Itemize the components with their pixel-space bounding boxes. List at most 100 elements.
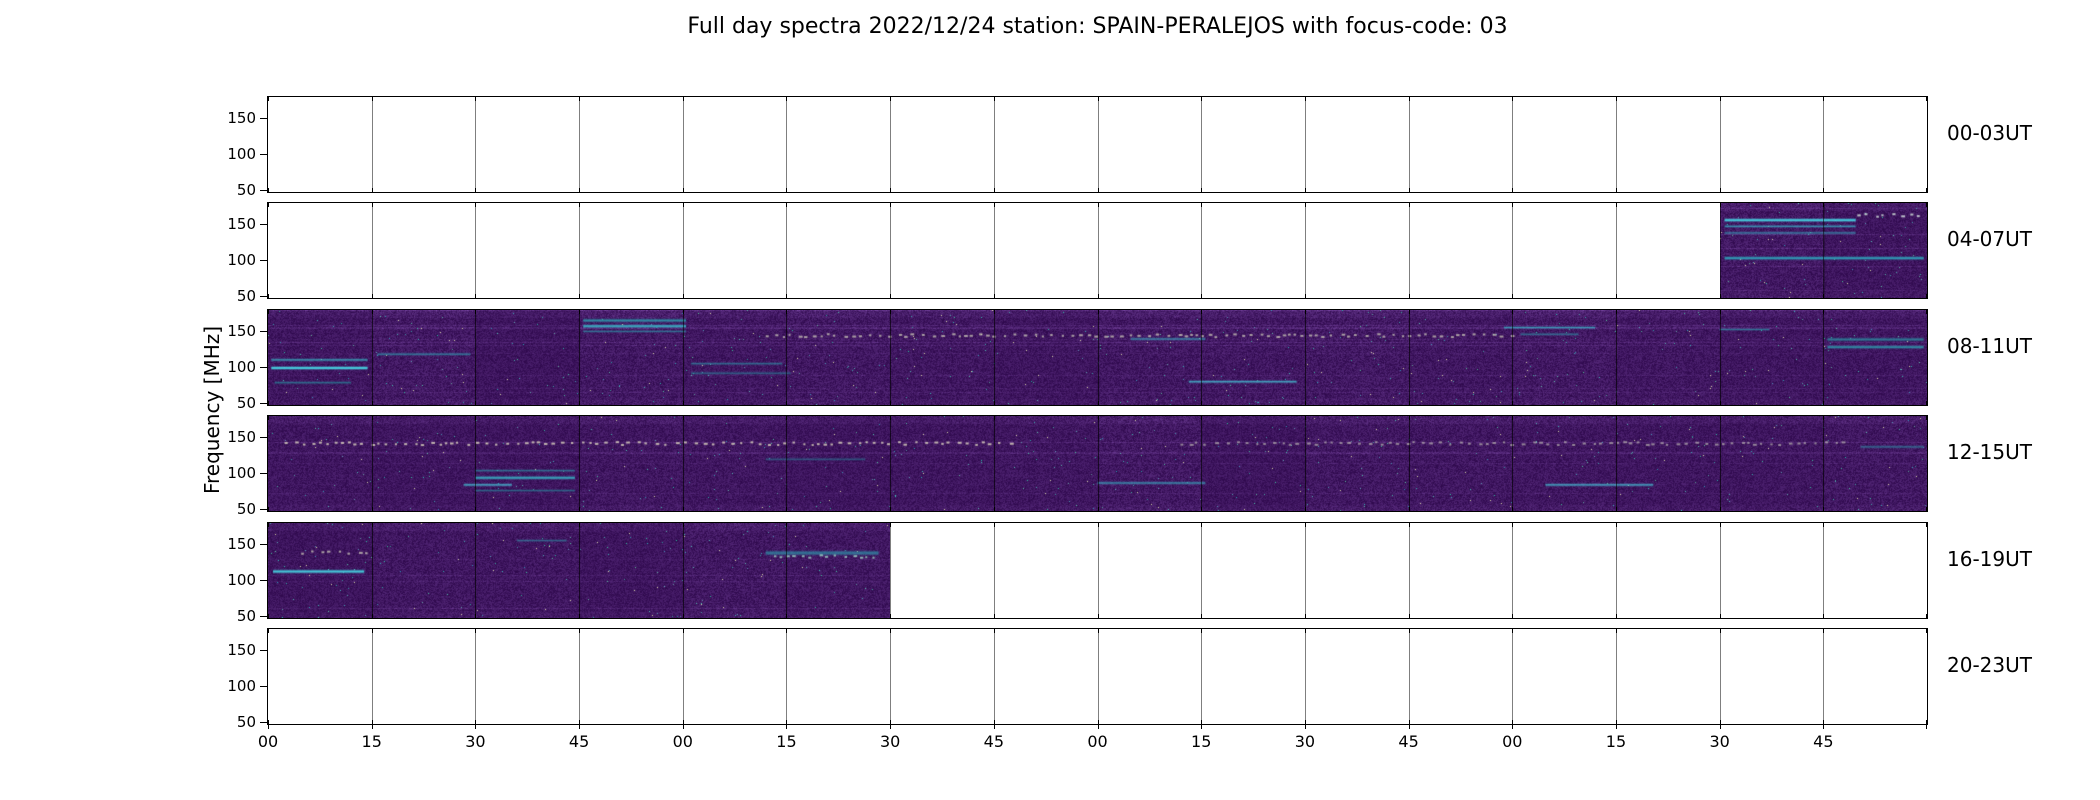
y-tick-mark: [260, 154, 267, 155]
axis-tick-top: [1719, 522, 1721, 527]
slot-gridline: [475, 629, 477, 724]
axis-tick-top: [1615, 309, 1617, 314]
row-label-08-11UT: 08-11UT: [1947, 333, 2032, 358]
axis-tick-bottom: [1097, 400, 1099, 405]
axis-tick-bottom: [890, 294, 892, 299]
y-tick-label: 100: [227, 251, 256, 270]
slot-gridline: [1512, 309, 1514, 405]
axis-tick-bottom: [1512, 720, 1514, 724]
axis-tick-top: [475, 203, 477, 208]
axis-tick-top: [1512, 416, 1514, 421]
axis-tick-bottom: [1719, 720, 1721, 724]
spectrogram-canvas: [268, 522, 890, 618]
axis-tick-top: [1097, 629, 1099, 633]
axis-tick-bottom: [1926, 294, 1927, 299]
x-tick-label: 30: [1294, 732, 1316, 751]
row-label-20-23UT: 20-23UT: [1947, 653, 2032, 677]
axis-tick-top: [993, 97, 995, 101]
slot-gridline: [1097, 416, 1099, 512]
axis-tick-bottom: [1823, 188, 1825, 192]
x-tick-label: 45: [568, 732, 590, 751]
slot-gridline: [993, 629, 995, 724]
slot-gridline: [682, 203, 684, 299]
axis-tick-top: [1097, 97, 1099, 101]
axis-tick-top: [682, 203, 684, 208]
axis-tick-top: [475, 309, 477, 314]
axis-tick-top: [1097, 416, 1099, 421]
y-tick-label: 50: [236, 181, 256, 199]
slot-gridline: [1408, 416, 1410, 512]
slot-gridline: [579, 416, 581, 512]
axis-tick-bottom: [268, 613, 269, 618]
axis-tick-bottom: [1097, 188, 1099, 192]
axis-tick-bottom: [1615, 507, 1617, 512]
axis-tick-bottom: [682, 188, 684, 192]
axis-tick-top: [1097, 522, 1099, 527]
y-tick-label: 150: [227, 641, 256, 659]
axis-tick-top: [268, 309, 269, 314]
slot-gridline: [1719, 629, 1721, 724]
axis-tick-top: [993, 416, 995, 421]
axis-tick-top: [1304, 309, 1306, 314]
axis-tick-top: [786, 309, 788, 314]
slot-gridline: [1201, 309, 1203, 405]
slot-gridline: [682, 522, 684, 618]
axis-tick-top: [371, 309, 373, 314]
axis-tick-bottom: [1615, 720, 1617, 724]
axis-tick-top: [579, 416, 581, 421]
x-tick-label: 00: [1087, 732, 1108, 751]
slot-gridline: [1304, 629, 1306, 724]
axis-tick-bottom: [1823, 720, 1825, 724]
axis-tick-top: [1719, 309, 1721, 314]
axis-tick-bottom: [1201, 188, 1203, 192]
y-tick-label: 100: [227, 677, 256, 695]
y-tick-mark: [260, 330, 267, 332]
slot-gridline: [1615, 416, 1617, 512]
axis-tick-bottom: [786, 400, 788, 405]
y-tick-label: 50: [236, 287, 256, 306]
axis-tick-top: [1304, 522, 1306, 527]
axis-tick-bottom: [1926, 720, 1927, 724]
slot-gridline: [1719, 522, 1721, 618]
slot-gridline: [1097, 629, 1099, 724]
y-tick-label: 100: [227, 570, 256, 589]
axis-tick-bottom: [1512, 613, 1514, 618]
x-tick-label: 45: [983, 732, 1004, 751]
row-label-04-07UT: 04-07UT: [1947, 227, 2032, 252]
y-tick-label: 100: [227, 464, 256, 483]
y-tick-mark: [260, 615, 267, 617]
slot-gridline: [1512, 629, 1514, 724]
y-tick-mark: [260, 722, 267, 723]
slot-gridline: [1304, 97, 1306, 192]
axis-tick-top: [1615, 97, 1617, 101]
slot-gridline: [1823, 629, 1825, 724]
slot-gridline: [1512, 203, 1514, 299]
slot-gridline: [371, 203, 373, 299]
slot-gridline: [786, 97, 788, 192]
x-axis-tick: [993, 724, 995, 729]
axis-tick-top: [579, 203, 581, 208]
slot-gridline: [682, 416, 684, 512]
slot-gridline: [475, 416, 477, 512]
y-tick-label: 150: [227, 321, 256, 340]
axis-tick-top: [1512, 97, 1514, 101]
slot-gridline: [1201, 522, 1203, 618]
axis-tick-top: [579, 629, 581, 633]
slot-gridline: [1615, 309, 1617, 405]
axis-tick-top: [1719, 203, 1721, 208]
slot-gridline: [1719, 416, 1721, 512]
axis-tick-top: [1615, 522, 1617, 527]
x-axis-tick: [1615, 724, 1617, 729]
axis-tick-bottom: [579, 400, 581, 405]
x-tick-label: 15: [776, 732, 797, 751]
x-axis-tick: [1823, 724, 1825, 729]
x-tick-label: 30: [1709, 732, 1730, 751]
slot-gridline: [1408, 522, 1410, 618]
axis-tick-top: [1304, 203, 1306, 208]
slot-gridline: [890, 309, 892, 405]
slot-gridline: [1408, 203, 1410, 299]
panel-row-00-03UT: 150 100 50 00-03UT: [227, 96, 2032, 199]
axis-tick-bottom: [268, 507, 269, 512]
x-axis-tick: [890, 724, 892, 729]
slot-gridline: [1304, 416, 1306, 512]
